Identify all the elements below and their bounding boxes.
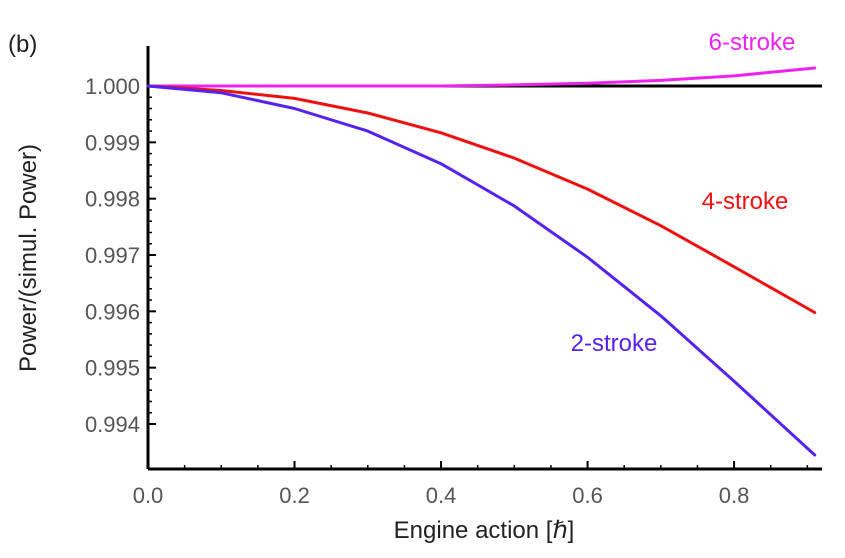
x-tick-label: 0.4 — [426, 483, 457, 508]
axes: 1.000 0.999 0.998 0.997 0.996 0.995 0.994 0.0 0.… — [85, 46, 822, 508]
x-tick-label: 0.6 — [572, 483, 603, 508]
x-tick-label: 0.8 — [719, 483, 750, 508]
series-line-2-stroke — [146, 84, 817, 457]
y-tick-label: 0.996 — [85, 299, 140, 324]
x-axis-title: Engine action [ℏ] — [394, 517, 575, 544]
series-label-4-stroke: 4-stroke — [702, 188, 789, 215]
series-label-6-stroke: 6-stroke — [709, 29, 796, 56]
x-tick-label: 0.2 — [279, 483, 310, 508]
y-tick-label: 0.994 — [85, 412, 140, 437]
y-tick-label: 0.997 — [85, 243, 140, 268]
y-axis-title: Power/(simul. Power) — [15, 144, 42, 372]
y-tick-label: 0.995 — [85, 356, 140, 381]
x-tick-label: 0.0 — [133, 483, 164, 508]
series-line-6-stroke — [146, 66, 817, 88]
panel-label: (b) — [8, 31, 37, 58]
series-label-2-stroke: 2-stroke — [571, 330, 658, 357]
y-tick-label: 1.000 — [85, 74, 140, 99]
series-line-4-stroke — [146, 84, 817, 314]
series-layer: 6-stroke 4-stroke 2-stroke — [146, 29, 822, 457]
y-tick-label: 0.998 — [85, 187, 140, 212]
y-tick-label: 0.999 — [85, 130, 140, 155]
